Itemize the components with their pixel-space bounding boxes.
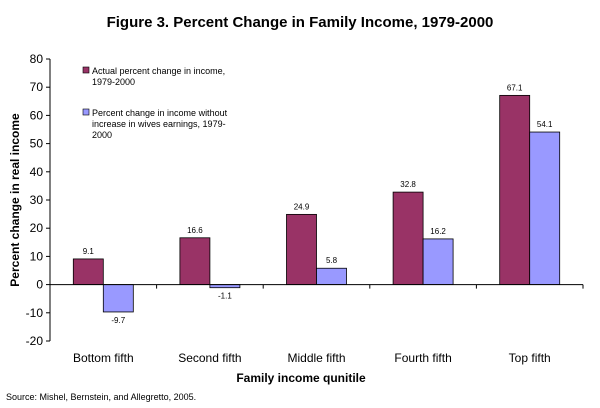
data-label: 24.9 [294,202,310,211]
y-tick-label: 60 [30,108,44,122]
bar-series-1-middle-fifth [286,213,317,286]
y-tick-label: 70 [30,80,44,94]
legend-swatch-1 [82,66,90,74]
x-category-label: Second fifth [178,351,241,365]
legend: Actual percent change in income,1979-200… [82,66,228,140]
legend-label: Percent change in income without [92,108,228,118]
legend-label: increase in wives earnings, 1979- [92,119,226,129]
plot-area: -20 -10 0 10 20 30 40 50 60 70 80 9.1 -9.7 Bottom fif… [26,52,584,365]
data-label: 16.2 [430,227,446,236]
data-label: 32.8 [400,180,416,189]
bar-series-2-fourth-fifth [422,238,454,285]
legend-label: 2000 [92,130,112,140]
x-category-label: Fourth fifth [394,351,451,365]
x-category-label: Bottom fifth [73,351,134,365]
data-label: 67.1 [507,83,523,92]
data-label: 5.8 [326,256,338,265]
bar-series-1-fourth-fifth [392,191,424,286]
bar-series-1-bottom-fifth [72,258,104,285]
y-tick-label: -20 [26,334,44,348]
bar-series-2-bottom-fifth [102,284,134,313]
bar-series-1-second-fifth [179,237,211,285]
legend-swatch-2 [82,108,90,116]
data-label: -9.7 [111,316,125,325]
y-tick-label: 0 [36,278,43,292]
y-tick-label: 10 [30,249,44,263]
bar-series-2-top-fifth [529,131,561,285]
bar-series-2-middle-fifth [316,267,347,285]
y-tick-label: 20 [30,221,44,235]
y-tick-label: 40 [30,165,44,179]
y-tick-label: 30 [30,193,44,207]
chart-title: Figure 3. Percent Change in Family Incom… [107,14,494,31]
x-category-label: Middle fifth [287,351,345,365]
y-axis-title: Percent change in real income [8,113,22,287]
y-tick-label: -10 [26,306,44,320]
bar-series-1-top-fifth [499,94,531,285]
source-note: Source: Mishel, Bernstein, and Allegrett… [6,392,196,402]
data-label: 9.1 [83,247,95,256]
data-label: 54.1 [537,120,553,129]
x-axis-title: Family income qunitile [236,371,366,385]
data-label: 16.6 [187,226,203,235]
x-category-label: Top fifth [509,351,551,365]
y-tick-label: 50 [30,137,44,151]
legend-label: Actual percent change in income, [92,66,225,76]
y-tick-label: 80 [30,52,44,66]
data-label: -1.1 [218,292,232,301]
legend-label: 1979-2000 [92,77,135,87]
